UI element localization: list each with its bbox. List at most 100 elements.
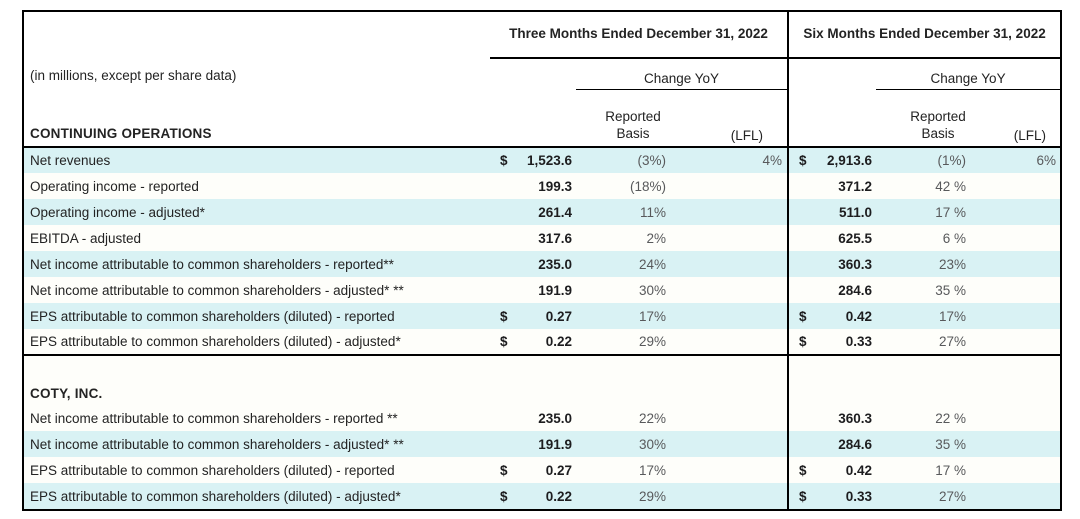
financial-results-table: Three Months Ended December 31, 2022 Six… [22, 10, 1062, 511]
currency-symbol-6m: $ [787, 457, 813, 483]
currency-symbol-3m: $ [490, 483, 514, 509]
currency-symbol-3m [490, 277, 514, 303]
reported-change-3m: 30% [576, 431, 672, 457]
column-header-lfl-3m: (LFL) [730, 128, 764, 143]
currency-symbol-6m: $ [787, 329, 813, 356]
value-3m: 191.9 [514, 431, 576, 457]
lfl-change-6m [970, 225, 1061, 251]
reported-change-3m: 17% [576, 303, 672, 329]
spacer-cell [787, 355, 1061, 379]
reported-change-6m: 23% [876, 251, 971, 277]
reported-change-6m: 17 % [876, 457, 971, 483]
currency-symbol-3m [490, 225, 514, 251]
value-3m: 199.3 [514, 173, 576, 199]
currency-symbol-3m [490, 251, 514, 277]
value-6m: 0.42 [812, 457, 877, 483]
column-header-lfl-6m: (LFL) [1013, 128, 1047, 143]
value-6m: 360.3 [812, 405, 877, 431]
lfl-change-3m: 4% [672, 146, 789, 173]
period-title-three-months: Three Months Ended December 31, 2022 [490, 12, 789, 59]
value-6m: 0.33 [812, 329, 877, 356]
lfl-change-6m [970, 277, 1061, 303]
subcolumn-header-row: CONTINUING OPERATIONS Reported Basis (LFL… [24, 89, 1060, 147]
lfl-change-3m [672, 483, 789, 509]
row-label: Operating income - adjusted* [24, 199, 490, 225]
value-3m: 1,523.6 [514, 146, 576, 173]
row-label: EPS attributable to common shareholders … [24, 303, 490, 329]
period-header-row: Three Months Ended December 31, 2022 Six… [24, 12, 1061, 59]
currency-symbol-6m [787, 277, 813, 303]
value-3m: 0.22 [514, 329, 576, 356]
lfl-change-6m: 6% [970, 146, 1061, 173]
currency-symbol-6m [787, 405, 813, 431]
row-label: Net income attributable to common shareh… [24, 251, 490, 277]
currency-symbol-3m: $ [490, 303, 514, 329]
value-3m: 235.0 [514, 251, 576, 277]
currency-symbol-6m [787, 225, 813, 251]
lfl-change-6m [970, 457, 1061, 483]
lfl-change-3m [672, 173, 789, 199]
currency-symbol-3m [490, 431, 514, 457]
currency-symbol-6m: $ [787, 303, 813, 329]
currency-symbol-3m [490, 199, 514, 225]
currency-symbol-6m: $ [787, 146, 813, 173]
reported-change-6m: 6 % [876, 225, 971, 251]
spacer-cell [490, 89, 514, 147]
reported-change-3m: 29% [576, 483, 672, 509]
reported-change-6m: 35 % [876, 277, 971, 303]
lfl-change-3m [672, 277, 789, 303]
spacer-cell [787, 58, 877, 89]
section-spacer-row [24, 355, 1061, 379]
lfl-change-3m [672, 329, 789, 356]
reported-change-6m: 27% [876, 483, 971, 509]
reported-change-3m: 11% [576, 199, 672, 225]
reported-change-3m: 22% [576, 405, 672, 431]
table-row: Operating income - reported 199.3 (18%) … [24, 173, 1061, 199]
lfl-change-6m [970, 405, 1061, 431]
value-6m: 2,913.6 [812, 146, 877, 173]
row-label: EPS attributable to common shareholders … [24, 457, 490, 483]
table-row: Net revenues $ 1,523.6 (3%) 4% $ 2,913.6… [24, 146, 1061, 173]
lfl-change-3m [672, 405, 789, 431]
lfl-change-6m [970, 173, 1061, 199]
lfl-change-3m [672, 431, 789, 457]
change-yoy-header-row: (in millions, except per share data) Cha… [24, 58, 1061, 90]
value-6m: 371.2 [812, 173, 877, 199]
column-header-reported-basis-6m: Reported Basis [876, 89, 970, 147]
value-6m: 0.33 [812, 483, 877, 509]
value-3m: 317.6 [514, 225, 576, 251]
lfl-change-6m [970, 329, 1061, 356]
currency-symbol-3m: $ [490, 457, 514, 483]
value-6m: 360.3 [812, 251, 877, 277]
currency-symbol-6m: $ [787, 483, 813, 509]
units-note: (in millions, except per share data) [30, 68, 237, 83]
period-title-six-months: Six Months Ended December 31, 2022 [787, 12, 1061, 59]
table-row: Net income attributable to common shareh… [24, 251, 1061, 277]
value-3m: 235.0 [514, 405, 576, 431]
value-3m: 261.4 [514, 199, 576, 225]
table-row: EBITDA - adjusted 317.6 2% 625.5 6 % [24, 225, 1061, 251]
reported-basis-line2: Basis [921, 126, 955, 142]
value-3m: 0.27 [514, 303, 576, 329]
reported-change-3m: 24% [576, 251, 672, 277]
lfl-change-3m [672, 225, 789, 251]
value-3m: 0.27 [514, 457, 576, 483]
currency-symbol-6m [787, 251, 813, 277]
section-title-row: COTY, INC. [24, 379, 1061, 405]
change-yoy-label-6m: Change YoY [876, 58, 1061, 90]
currency-symbol-3m: $ [490, 329, 514, 356]
results-table: Three Months Ended December 31, 2022 Six… [24, 12, 1061, 509]
reported-change-6m: 17% [876, 303, 971, 329]
spacer-cell [24, 355, 789, 379]
spacer-cell [787, 379, 1061, 405]
value-6m: 0.42 [812, 303, 877, 329]
change-yoy-label-3m: Change YoY [576, 58, 789, 90]
table-row: Net income attributable to common shareh… [24, 405, 1061, 431]
lfl-change-6m [970, 251, 1061, 277]
section-header-continuing-operations: CONTINUING OPERATIONS [30, 126, 212, 141]
row-label: Operating income - reported [24, 173, 490, 199]
value-6m: 284.6 [812, 277, 877, 303]
value-6m: 511.0 [812, 199, 877, 225]
value-3m: 191.9 [514, 277, 576, 303]
reported-change-6m: 35 % [876, 431, 971, 457]
